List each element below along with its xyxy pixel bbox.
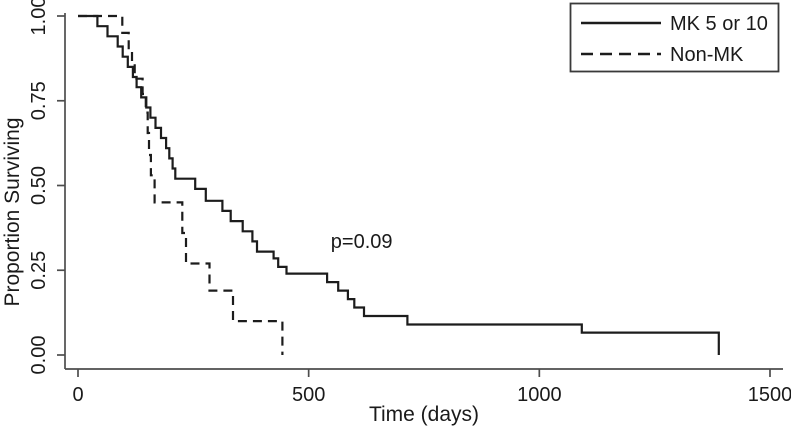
y-tick-label: 0.25 [28, 251, 50, 290]
non-mk-survival-curve [78, 14, 284, 355]
p-value-annotation: p=0.09 [331, 231, 393, 253]
legend-label-mk: MK 5 or 10 [670, 13, 768, 35]
legend-box [569, 2, 780, 73]
y-tick-label: 0.50 [28, 166, 50, 205]
survival-curves [78, 14, 720, 355]
x-tick-label: 1000 [517, 384, 562, 406]
y-axis-ticks: 0.00 0.25 0.50 0.75 1.00 [28, 0, 65, 374]
legend: MK 5 or 10 Non-MK [569, 2, 780, 73]
x-tick-label: 1500 [748, 384, 791, 406]
x-tick-label: 0 [72, 384, 83, 406]
axes [64, 13, 783, 370]
x-axis-ticks: 0 500 1000 1500 [72, 369, 791, 406]
x-tick-label: 500 [292, 384, 325, 406]
y-tick-label: 0.75 [28, 81, 50, 120]
x-axis-title: Time (days) [369, 403, 479, 426]
y-tick-label: 1.00 [28, 0, 50, 35]
mk-survival-curve [78, 14, 720, 355]
y-tick-label: 0.00 [28, 336, 50, 375]
y-axis-title: Proportion Surviving [1, 117, 24, 306]
legend-label-nonmk: Non-MK [670, 44, 744, 66]
